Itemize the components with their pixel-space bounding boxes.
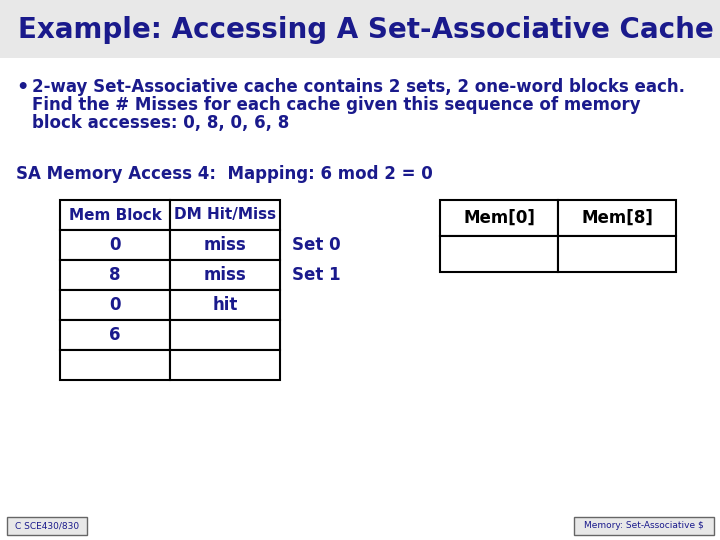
Bar bbox=[60, 320, 170, 350]
Bar bbox=[170, 260, 280, 290]
Bar bbox=[0, 0, 720, 58]
FancyBboxPatch shape bbox=[7, 517, 87, 535]
Text: Memory: Set-Associative $: Memory: Set-Associative $ bbox=[584, 522, 704, 530]
Bar bbox=[60, 200, 170, 230]
Bar bbox=[170, 350, 280, 380]
Bar bbox=[440, 236, 558, 272]
Text: Set 1: Set 1 bbox=[292, 266, 341, 284]
Bar bbox=[440, 200, 558, 236]
Text: miss: miss bbox=[204, 236, 246, 254]
Bar bbox=[60, 230, 170, 260]
Bar bbox=[170, 230, 280, 260]
Text: hit: hit bbox=[212, 296, 238, 314]
Bar bbox=[170, 200, 280, 230]
Text: •: • bbox=[16, 78, 28, 97]
Text: block accesses: 0, 8, 0, 6, 8: block accesses: 0, 8, 0, 6, 8 bbox=[32, 114, 289, 132]
Text: Mem[8]: Mem[8] bbox=[581, 209, 653, 227]
Bar bbox=[0, 58, 720, 540]
Bar bbox=[60, 290, 170, 320]
Text: 2-way Set-Associative cache contains 2 sets, 2 one-word blocks each.: 2-way Set-Associative cache contains 2 s… bbox=[32, 78, 685, 96]
Bar bbox=[170, 320, 280, 350]
Bar bbox=[558, 236, 676, 272]
Text: Set 0: Set 0 bbox=[292, 236, 341, 254]
Text: 6: 6 bbox=[109, 326, 121, 344]
Text: C SCE430/830: C SCE430/830 bbox=[15, 522, 79, 530]
Text: Mem Block: Mem Block bbox=[68, 207, 161, 222]
Text: Find the # Misses for each cache given this sequence of memory: Find the # Misses for each cache given t… bbox=[32, 96, 641, 114]
Text: 0: 0 bbox=[109, 236, 121, 254]
Text: Mem[0]: Mem[0] bbox=[463, 209, 535, 227]
Text: Example: Accessing A Set-Associative Cache: Example: Accessing A Set-Associative Cac… bbox=[18, 16, 714, 44]
Bar bbox=[558, 200, 676, 236]
FancyBboxPatch shape bbox=[574, 517, 714, 535]
Text: miss: miss bbox=[204, 266, 246, 284]
Bar bbox=[60, 260, 170, 290]
Text: 0: 0 bbox=[109, 296, 121, 314]
Text: DM Hit/Miss: DM Hit/Miss bbox=[174, 207, 276, 222]
Text: SA Memory Access 4:  Mapping: 6 mod 2 = 0: SA Memory Access 4: Mapping: 6 mod 2 = 0 bbox=[16, 165, 433, 183]
Bar bbox=[170, 290, 280, 320]
Text: 8: 8 bbox=[109, 266, 121, 284]
Bar bbox=[60, 350, 170, 380]
